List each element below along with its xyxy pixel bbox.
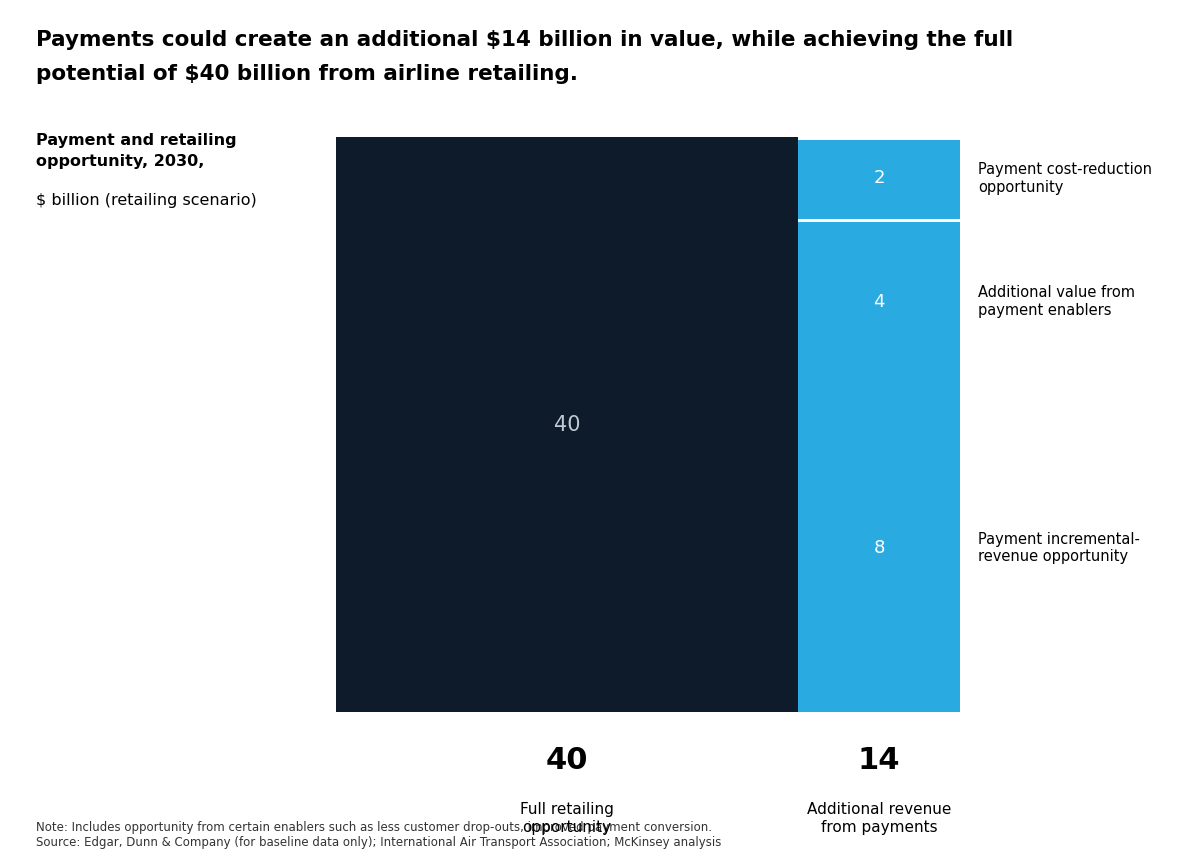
Text: Full retailing
opportunity: Full retailing opportunity (520, 802, 614, 835)
Text: 8: 8 (874, 539, 884, 557)
Text: 2: 2 (874, 169, 884, 187)
Text: Source: Edgar, Dunn & Company (for baseline data only); International Air Transp: Source: Edgar, Dunn & Company (for basel… (36, 837, 721, 849)
Bar (336, 137, 798, 712)
Bar (798, 384, 960, 712)
Text: Payment incremental-
revenue opportunity: Payment incremental- revenue opportunity (978, 532, 1140, 564)
Text: Additional value from
payment enablers: Additional value from payment enablers (978, 286, 1135, 317)
Bar (798, 222, 960, 384)
Bar (798, 140, 960, 220)
Text: Payment cost-reduction
opportunity: Payment cost-reduction opportunity (978, 162, 1152, 195)
Text: Note: Includes opportunity from certain enablers such as less customer drop-outs: Note: Includes opportunity from certain … (36, 821, 712, 834)
Text: potential of $40 billion from airline retailing.: potential of $40 billion from airline re… (36, 64, 578, 84)
Text: 40: 40 (554, 414, 581, 435)
Text: Payment and retailing
opportunity, 2030,: Payment and retailing opportunity, 2030, (36, 133, 236, 169)
Text: $ billion (retailing scenario): $ billion (retailing scenario) (36, 193, 257, 208)
Text: 40: 40 (546, 746, 588, 776)
Text: Payments could create an additional $14 billion in value, while achieving the fu: Payments could create an additional $14 … (36, 30, 1013, 50)
Text: Additional revenue
from payments: Additional revenue from payments (806, 802, 952, 835)
Text: 4: 4 (874, 293, 884, 311)
Text: 14: 14 (858, 746, 900, 776)
